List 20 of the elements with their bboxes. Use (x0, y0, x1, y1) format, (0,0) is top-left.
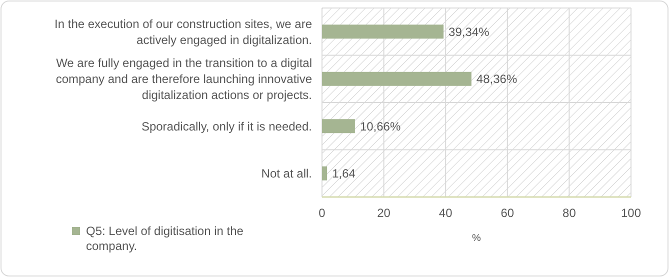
x-tick-label: 0 (318, 206, 326, 220)
x-tick-label: 20 (377, 206, 391, 220)
data-label: 1,64 (332, 166, 356, 181)
x-tick-label: 40 (438, 206, 453, 220)
x-tick-label: 80 (562, 206, 576, 220)
y-tick-label: In the execution of our construction sites, we are actively engaged in digitalization. (54, 16, 312, 47)
y-tick-label: We are fully engaged in the transition to a digital company and are therefore launching innovative digitalization actions or projects. (56, 56, 312, 102)
bar (322, 72, 472, 86)
data-label: 10,66% (360, 119, 401, 134)
bar (322, 166, 328, 180)
x-axis-title: % (472, 233, 482, 244)
legend-label: Q5: Level of digitisation in the company. (86, 224, 244, 254)
bar (322, 24, 444, 39)
bar (322, 119, 355, 134)
x-tick-label: 60 (500, 206, 514, 220)
x-tick-label: 100 (620, 206, 642, 220)
y-tick-label: Sporadically, only if it is needed. (141, 119, 312, 134)
data-label: 48,36% (476, 72, 518, 86)
y-tick-label: Not at all. (261, 166, 312, 181)
data-label: 39,34% (448, 24, 490, 39)
